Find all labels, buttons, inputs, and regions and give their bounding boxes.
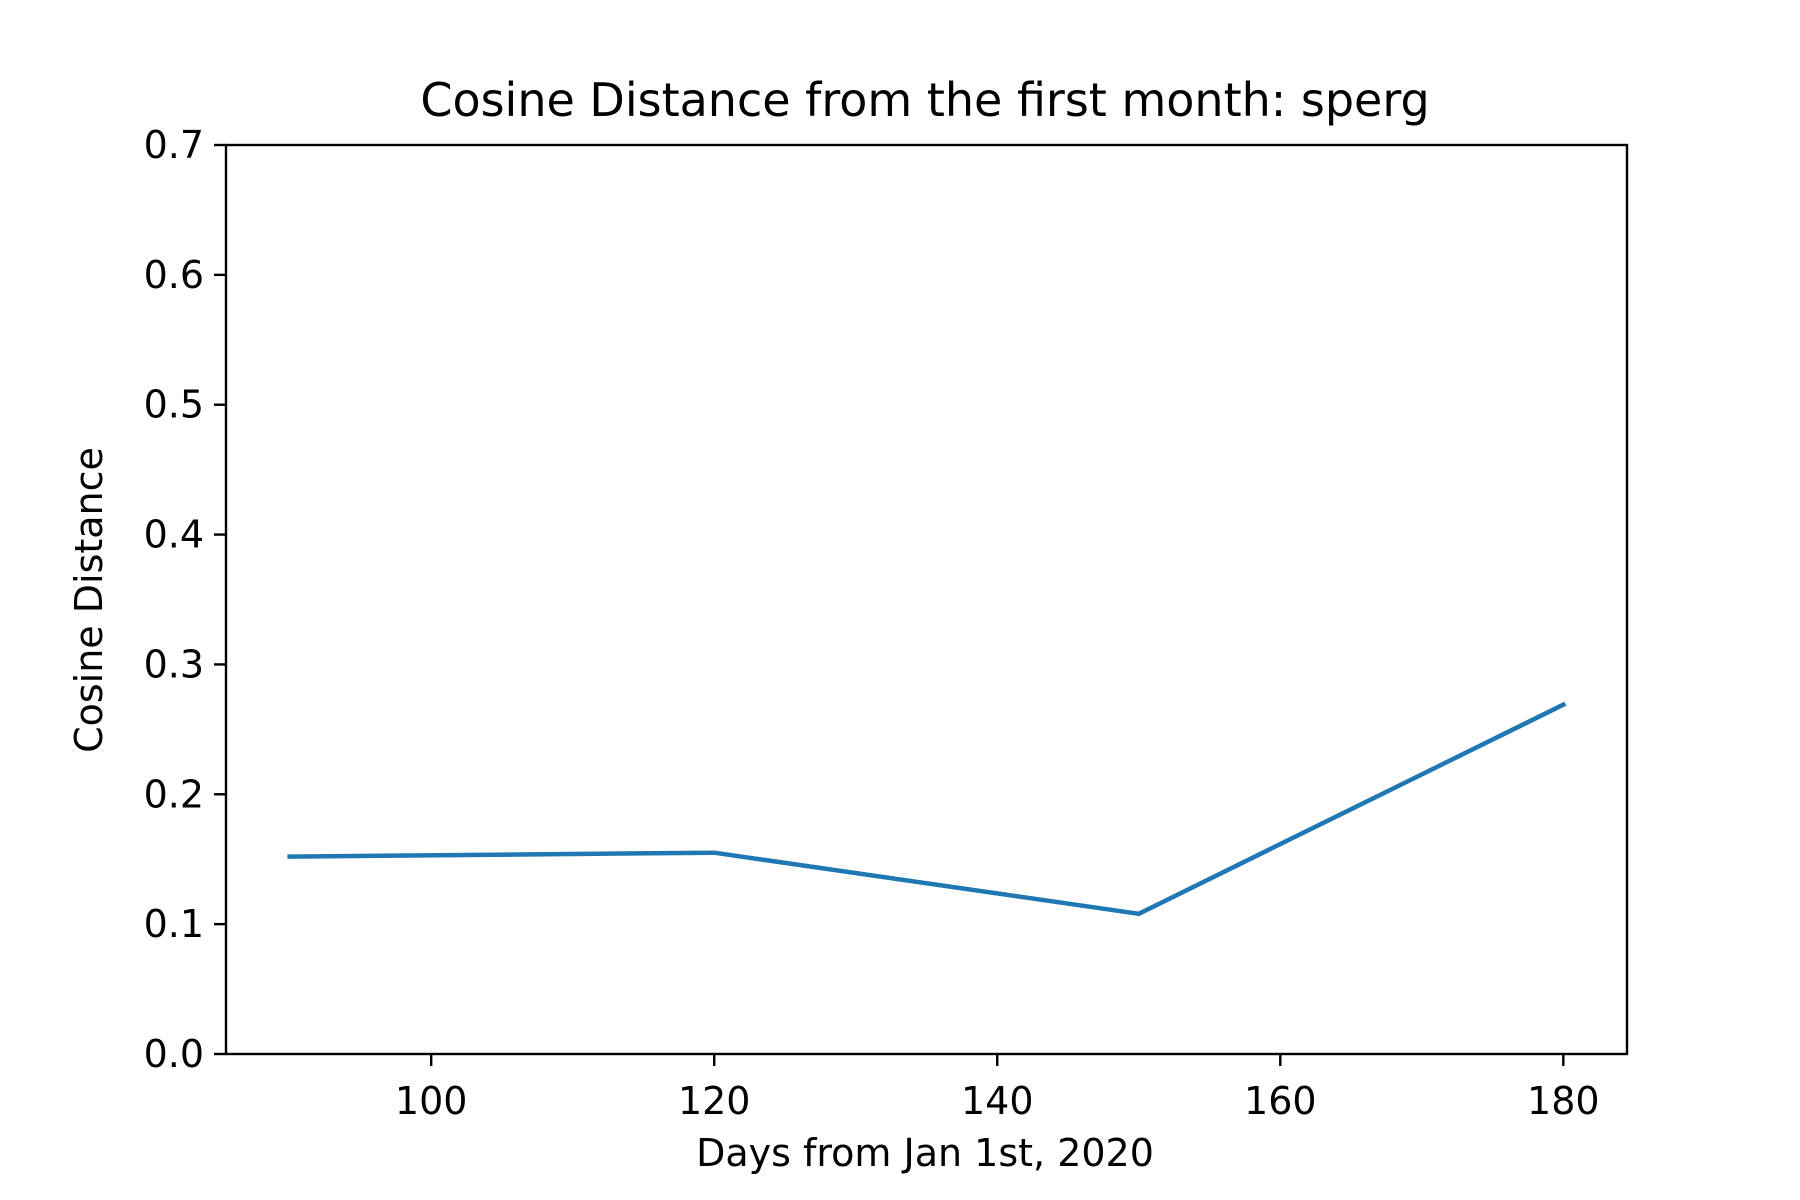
x-tick-label: 180 <box>1527 1079 1600 1123</box>
chart-title: Cosine Distance from the first month: sp… <box>420 73 1429 127</box>
axes-frame <box>224 143 1629 1056</box>
y-tick-label: 0.4 <box>144 513 204 557</box>
x-tick-label: 100 <box>395 1079 468 1123</box>
y-tick-label: 0.3 <box>144 642 204 686</box>
x-axis-label: Days from Jan 1st, 2020 <box>696 1131 1154 1175</box>
x-tick-label: 120 <box>678 1079 751 1123</box>
x-tick-label: 140 <box>961 1079 1034 1123</box>
y-tick-label: 0.5 <box>144 383 204 427</box>
y-tick-label: 0.2 <box>144 772 204 816</box>
y-tick-label: 0.0 <box>144 1032 204 1076</box>
x-axis-ticks: 100 120 140 160 180 <box>395 1054 1600 1123</box>
y-tick-label: 0.7 <box>144 123 204 167</box>
y-tick-label: 0.6 <box>144 253 204 297</box>
series-layer <box>287 701 1567 917</box>
y-tick-label: 0.1 <box>144 902 204 946</box>
y-axis-label: Cosine Distance <box>67 447 111 753</box>
series-line <box>287 701 1567 917</box>
y-axis-ticks: 0.0 0.1 0.2 0.3 0.4 0.5 0.6 0.7 <box>144 123 226 1076</box>
x-tick-label: 160 <box>1244 1079 1317 1123</box>
